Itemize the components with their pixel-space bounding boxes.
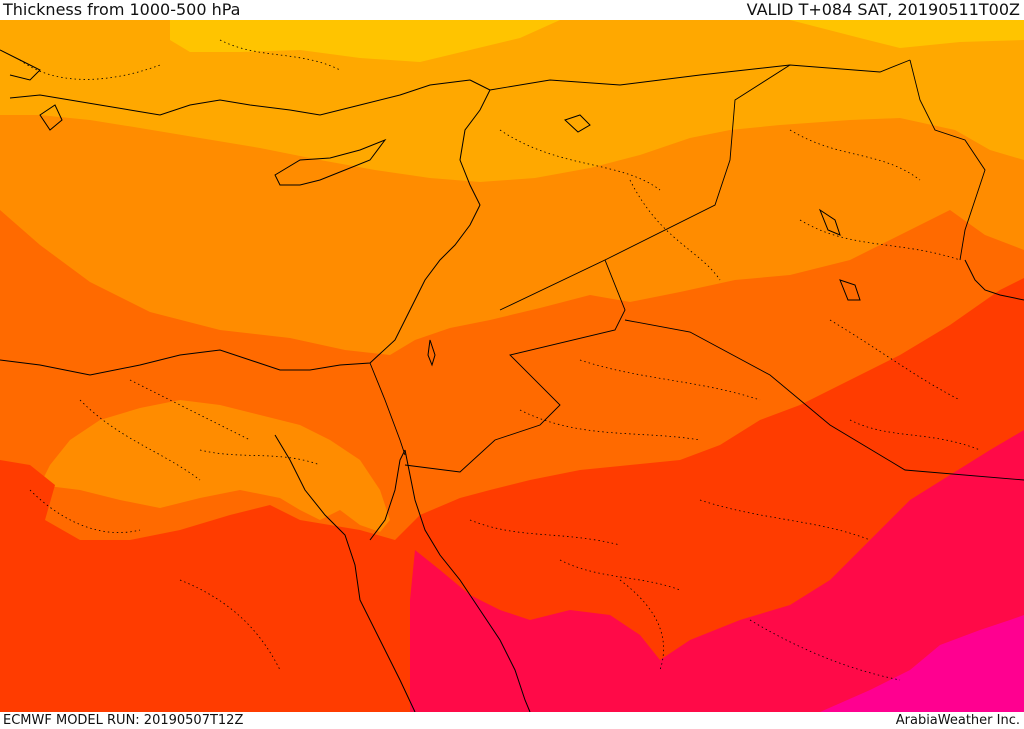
admin-boundaries [19, 39, 981, 681]
band-crimson [410, 430, 1024, 712]
credit-text: ArabiaWeather Inc. [895, 713, 1020, 728]
header-bar: Thickness from 1000-500 hPa VALID T+084 … [0, 0, 1024, 20]
coastlines [0, 49, 1024, 712]
model-run: ECMWF MODEL RUN: 20190507T12Z [3, 713, 244, 728]
valid-time: VALID T+084 SAT, 20190511T00Z [746, 0, 1020, 19]
band-light-orange [0, 20, 1024, 182]
map-canvas [0, 20, 1024, 712]
footer-bar: ECMWF MODEL RUN: 20190507T12Z ArabiaWeat… [0, 712, 1024, 729]
map-title: Thickness from 1000-500 hPa [3, 0, 241, 19]
band-yellow-2 [790, 20, 1024, 48]
band-yellow [170, 20, 560, 62]
thickness-map[interactable] [0, 20, 1024, 712]
band-red-orange [0, 278, 1024, 712]
borders [369, 59, 1024, 481]
band-magenta [820, 615, 1024, 712]
band-orange-west [40, 400, 390, 532]
